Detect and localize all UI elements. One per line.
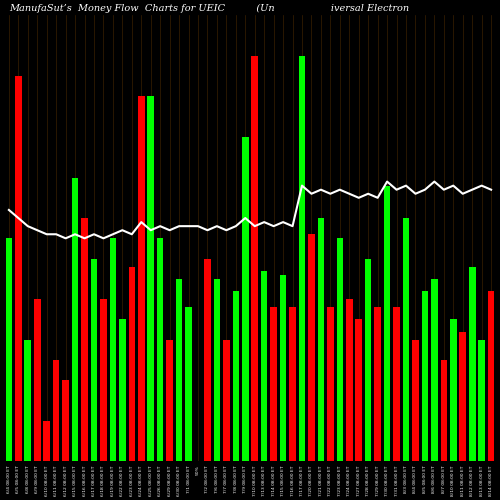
Bar — [176, 279, 182, 461]
Bar — [488, 291, 494, 461]
Bar — [223, 340, 230, 461]
Bar — [72, 178, 78, 461]
Bar — [374, 307, 381, 461]
Text: ManufaSut’s  Money Flow  Charts for UEIC          (Un                  iversal E: ManufaSut’s Money Flow Charts for UEIC (… — [9, 4, 409, 14]
Bar — [327, 307, 334, 461]
Bar — [53, 360, 60, 461]
Bar — [460, 332, 466, 461]
Bar — [270, 307, 277, 461]
Bar — [308, 234, 315, 461]
Bar — [90, 258, 98, 461]
Bar — [469, 266, 476, 461]
Bar — [336, 238, 343, 461]
Bar — [185, 307, 192, 461]
Bar — [148, 96, 154, 461]
Bar — [81, 218, 88, 461]
Bar — [110, 238, 116, 461]
Bar — [280, 275, 286, 461]
Bar — [44, 420, 50, 461]
Bar — [298, 56, 306, 461]
Bar — [365, 258, 372, 461]
Bar — [261, 270, 268, 461]
Bar — [15, 76, 22, 461]
Bar — [393, 307, 400, 461]
Bar — [478, 340, 485, 461]
Bar — [166, 340, 173, 461]
Bar — [242, 137, 248, 461]
Bar — [6, 238, 12, 461]
Bar — [119, 320, 126, 461]
Bar — [24, 340, 31, 461]
Bar — [204, 258, 211, 461]
Bar — [100, 299, 107, 461]
Bar — [138, 96, 144, 461]
Bar — [128, 266, 135, 461]
Bar — [157, 238, 164, 461]
Bar — [450, 320, 456, 461]
Bar — [318, 218, 324, 461]
Bar — [232, 291, 239, 461]
Bar — [34, 299, 40, 461]
Bar — [252, 56, 258, 461]
Bar — [431, 279, 438, 461]
Bar — [412, 340, 419, 461]
Bar — [402, 218, 409, 461]
Bar — [62, 380, 69, 461]
Bar — [356, 320, 362, 461]
Bar — [422, 291, 428, 461]
Bar — [440, 360, 447, 461]
Bar — [214, 279, 220, 461]
Bar — [384, 186, 390, 461]
Bar — [289, 307, 296, 461]
Bar — [346, 299, 352, 461]
